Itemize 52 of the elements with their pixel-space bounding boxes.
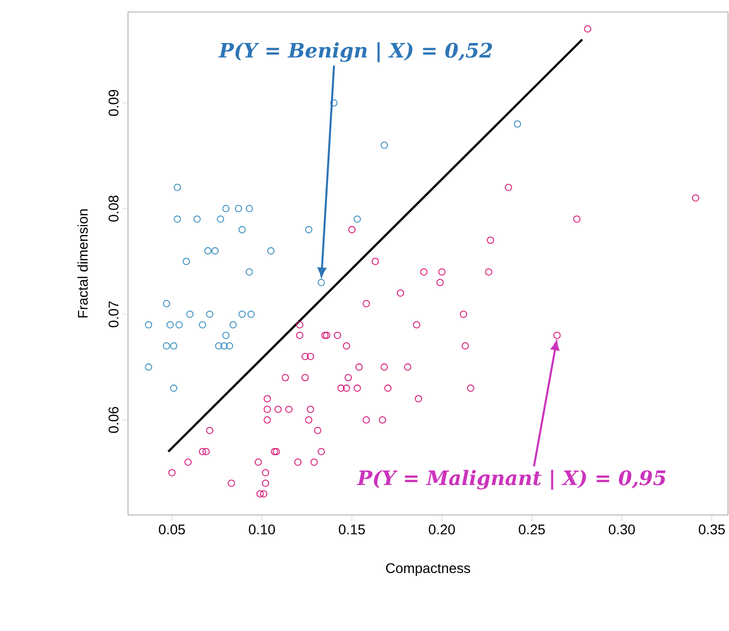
x-tick-label: 0.05 bbox=[158, 524, 185, 534]
y-axis-title: Fractal dimension bbox=[78, 209, 88, 318]
annotation: P(Y = Malignant | X) = 0,95 bbox=[356, 470, 666, 490]
x-tick-label: 0.25 bbox=[518, 524, 545, 534]
point bbox=[166, 321, 174, 328]
x-tick-label: 0.20 bbox=[428, 524, 455, 534]
point bbox=[198, 321, 206, 328]
point bbox=[174, 184, 181, 192]
point bbox=[514, 120, 522, 128]
point bbox=[222, 332, 230, 339]
point bbox=[330, 99, 338, 107]
point bbox=[186, 310, 194, 318]
point bbox=[246, 204, 253, 212]
point bbox=[220, 342, 228, 350]
point bbox=[222, 204, 230, 212]
point bbox=[175, 321, 183, 328]
point bbox=[170, 342, 178, 350]
point bbox=[318, 278, 325, 286]
point bbox=[162, 342, 170, 350]
point bbox=[234, 204, 242, 212]
point bbox=[144, 321, 152, 328]
point bbox=[238, 226, 246, 234]
point bbox=[215, 342, 222, 350]
x-tick-label: 0.10 bbox=[248, 524, 275, 534]
point bbox=[193, 215, 201, 223]
point bbox=[354, 215, 361, 223]
point bbox=[247, 310, 255, 318]
point bbox=[380, 142, 388, 149]
y-tick-label: 0.08 bbox=[108, 196, 118, 222]
point bbox=[211, 247, 219, 254]
y-tick-label: 0.07 bbox=[108, 301, 118, 328]
point bbox=[305, 226, 312, 234]
point bbox=[229, 321, 237, 328]
point bbox=[174, 215, 181, 223]
point bbox=[182, 258, 190, 266]
x-tick-label: 0.35 bbox=[698, 524, 725, 534]
point bbox=[206, 310, 214, 318]
point bbox=[267, 247, 275, 254]
point bbox=[238, 310, 246, 318]
y-tick-label: 0.09 bbox=[108, 90, 118, 116]
x-axis-title: Compactness bbox=[386, 563, 470, 576]
point bbox=[162, 300, 170, 308]
point bbox=[216, 215, 224, 223]
point bbox=[204, 247, 212, 254]
annotation: P(Y = Benign | X) = 0,52 bbox=[218, 42, 492, 62]
point bbox=[246, 268, 253, 276]
x-tick-label: 0.15 bbox=[338, 524, 365, 534]
point bbox=[144, 363, 152, 371]
point bbox=[170, 384, 178, 392]
y-tick-label: 0.06 bbox=[108, 406, 118, 433]
x-tick-label: 0.30 bbox=[608, 524, 635, 534]
point bbox=[226, 342, 234, 350]
